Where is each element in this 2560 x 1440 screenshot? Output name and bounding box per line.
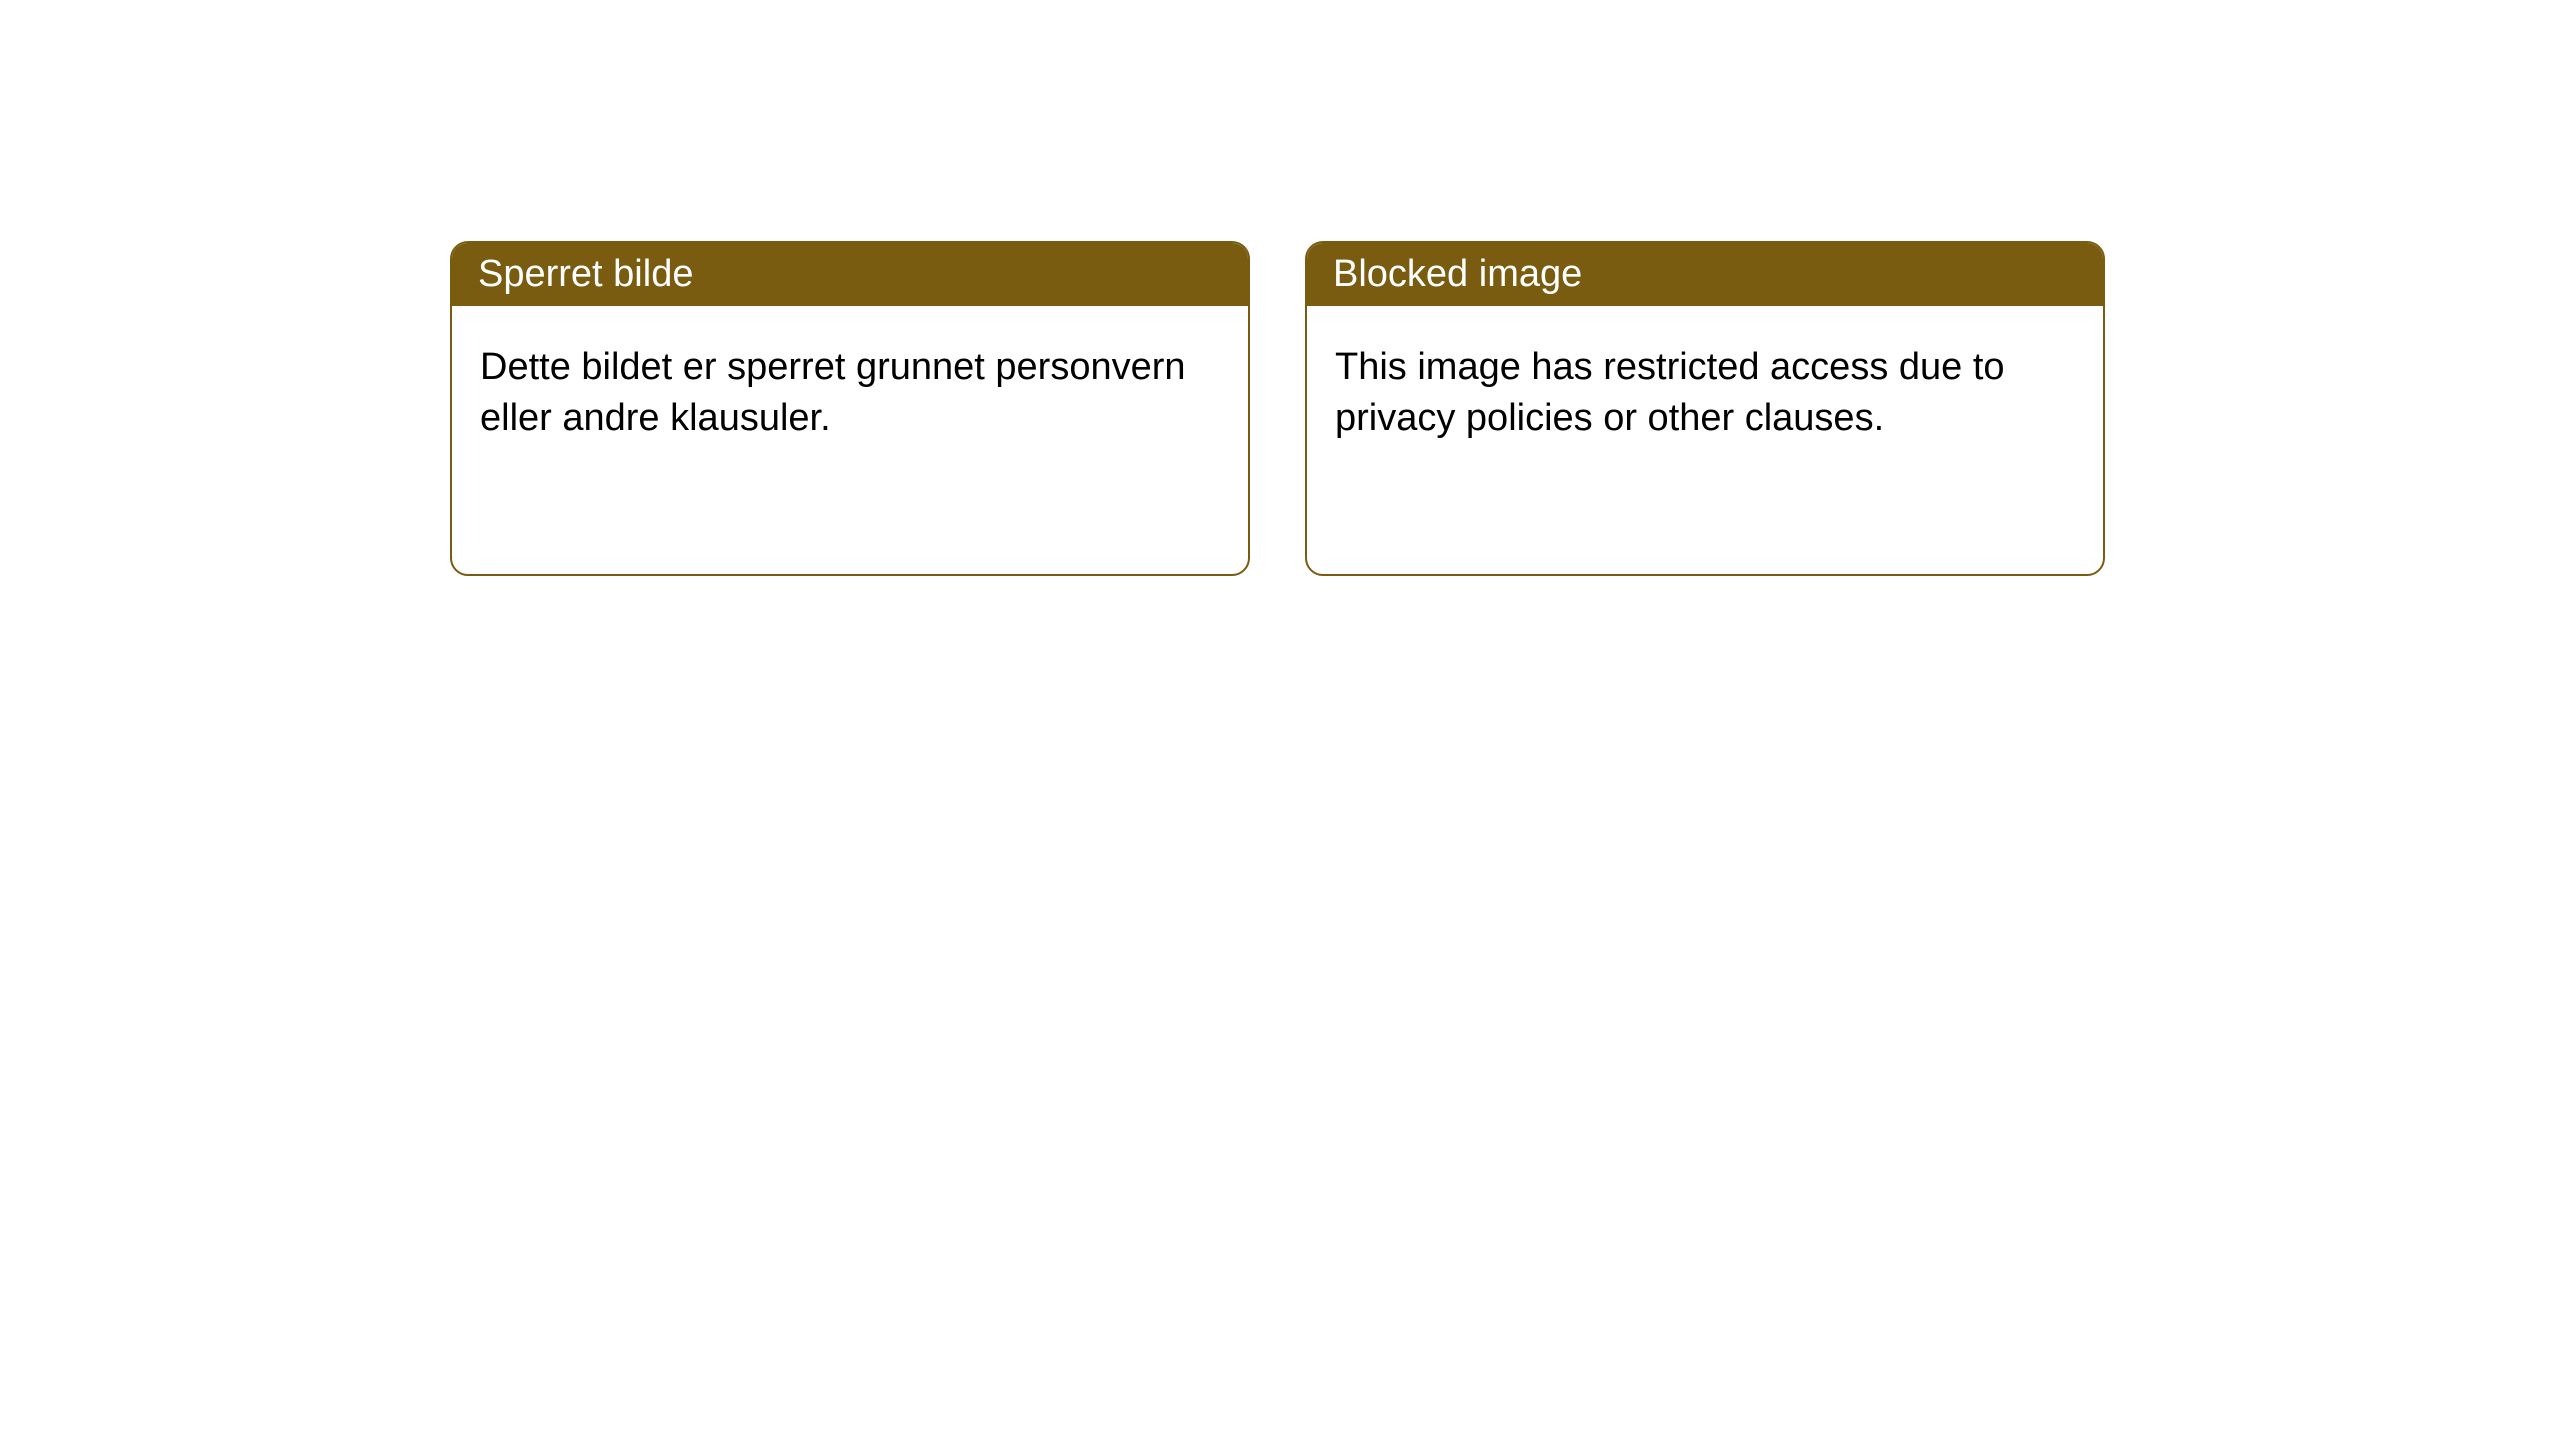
notice-container: Sperret bilde Dette bildet er sperret gr… <box>450 241 2105 576</box>
notice-title-en: Blocked image <box>1307 243 2103 306</box>
notice-body-en: This image has restricted access due to … <box>1307 306 2103 481</box>
notice-card-en: Blocked image This image has restricted … <box>1305 241 2105 576</box>
notice-body-nb: Dette bildet er sperret grunnet personve… <box>452 306 1248 481</box>
notice-title-nb: Sperret bilde <box>452 243 1248 306</box>
notice-card-nb: Sperret bilde Dette bildet er sperret gr… <box>450 241 1250 576</box>
